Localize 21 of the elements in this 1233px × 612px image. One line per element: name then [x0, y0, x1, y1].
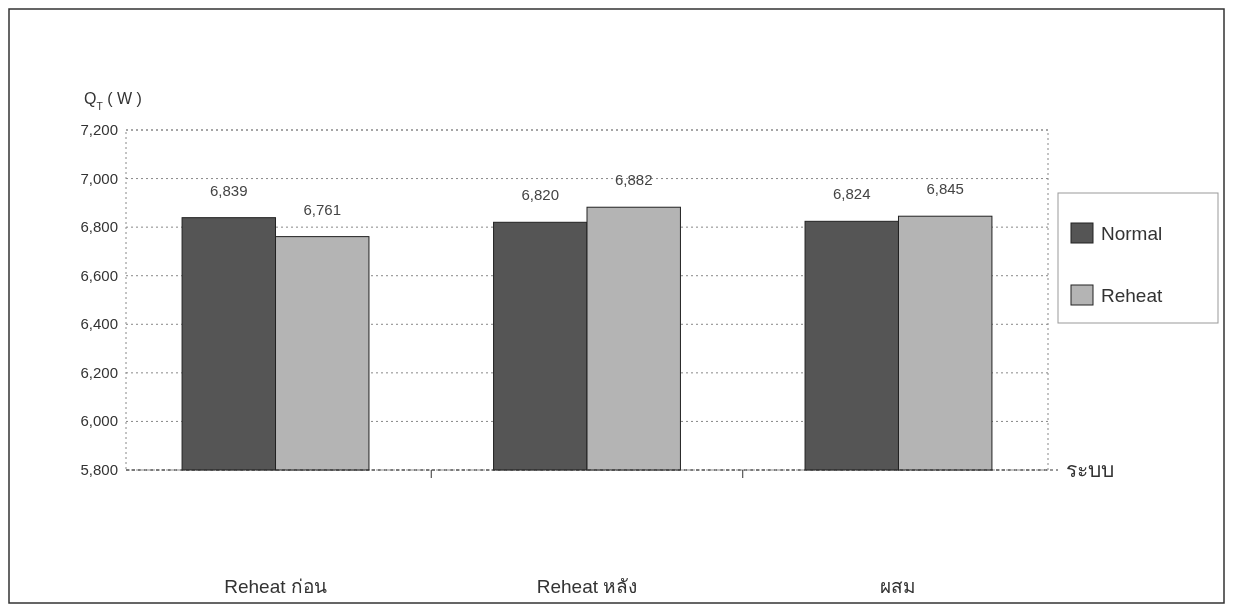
- data-label: 6,839: [210, 181, 248, 199]
- data-label: 6,820: [521, 186, 560, 204]
- data-label: 6,824: [832, 185, 871, 203]
- y-tick-label: 6,200: [80, 363, 118, 381]
- y-tick-label: 6,800: [80, 218, 118, 236]
- x-tick-label: Reheat ก่อน: [224, 576, 327, 597]
- x-axis-title: ระบบ: [1066, 458, 1114, 481]
- y-tick-label: 7,200: [80, 121, 118, 138]
- data-label: 6,761: [303, 200, 342, 218]
- legend-label: Reheat: [1101, 285, 1163, 306]
- y-tick-label: 5,800: [80, 461, 118, 478]
- x-tick-label: Reheat หลัง: [536, 576, 638, 597]
- legend-label: Normal: [1101, 223, 1163, 244]
- y-tick-label: 6,600: [80, 266, 118, 284]
- x-tick-label: ผสม: [880, 576, 917, 597]
- data-label: 6,845: [926, 180, 964, 198]
- y-tick-label: 6,000: [80, 412, 118, 430]
- y-tick-label: 6,400: [80, 315, 118, 333]
- y-axis-title: Q$_{T}$ ( W ): [84, 90, 142, 112]
- y-tick-label: 7,000: [80, 169, 118, 187]
- data-label: 6,882: [614, 171, 653, 189]
